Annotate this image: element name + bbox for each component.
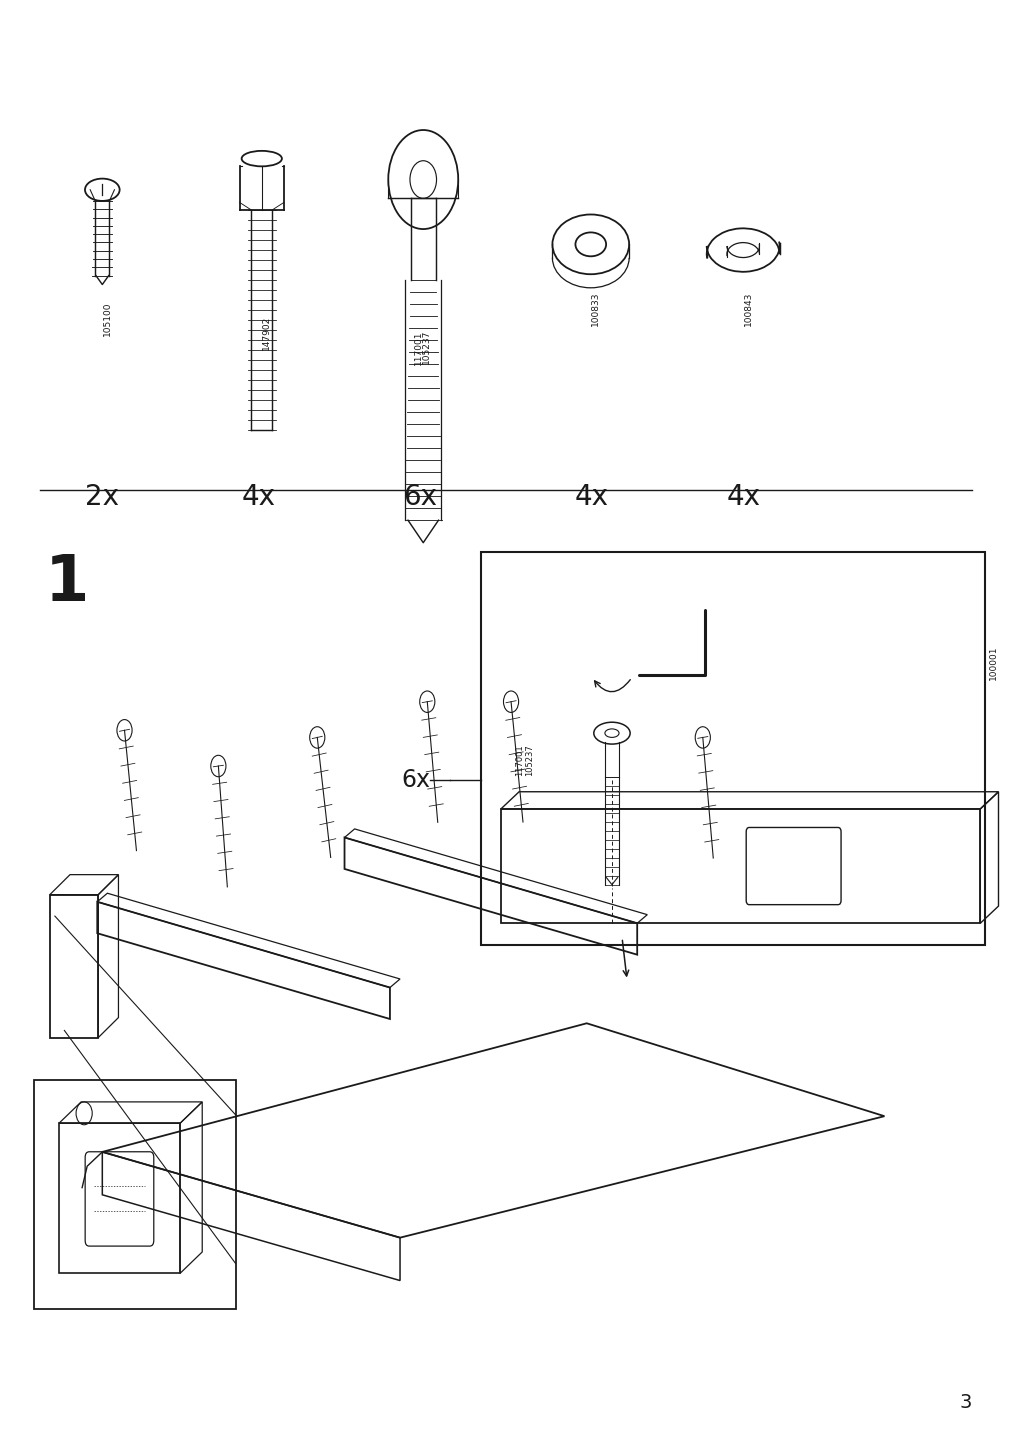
- Text: 105237: 105237: [422, 331, 431, 365]
- Text: 105237: 105237: [524, 745, 533, 776]
- Text: 4x: 4x: [574, 483, 609, 511]
- Text: 2x: 2x: [85, 483, 119, 511]
- Bar: [59, 1123, 180, 1273]
- Text: 105100: 105100: [103, 302, 112, 337]
- Text: 117001: 117001: [515, 745, 523, 776]
- Text: 6x: 6x: [402, 483, 437, 511]
- Text: 100843: 100843: [743, 292, 752, 326]
- Text: 4x: 4x: [726, 483, 759, 511]
- Text: 100001: 100001: [988, 646, 997, 680]
- Text: 4x: 4x: [242, 483, 275, 511]
- Text: 100833: 100833: [590, 292, 600, 326]
- Text: 6x: 6x: [401, 769, 430, 792]
- Bar: [33, 1081, 236, 1309]
- Bar: [500, 809, 980, 924]
- Bar: [480, 551, 985, 945]
- Text: 147902: 147902: [262, 316, 271, 349]
- Text: 1: 1: [44, 551, 89, 614]
- Text: 3: 3: [958, 1392, 971, 1412]
- Text: 117001: 117001: [413, 331, 423, 365]
